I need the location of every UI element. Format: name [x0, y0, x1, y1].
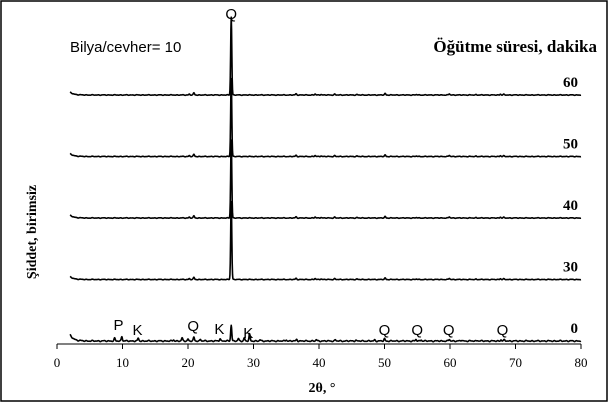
peak-label-Q-9: Q [497, 322, 509, 339]
traces-layer [69, 16, 582, 343]
peak-label-Q-8: Q [443, 322, 455, 339]
peak-label-Q-6: Q [379, 322, 391, 339]
peak-label-K-4: K [214, 321, 224, 338]
x-tick-label-60: 60 [444, 355, 457, 370]
series-line-60 [69, 16, 582, 97]
x-tick-label-10: 10 [116, 355, 129, 370]
peak-label-Q-7: Q [411, 322, 423, 339]
series-line-30 [69, 200, 582, 281]
peak-label-K-2: K [133, 322, 143, 339]
series-label-30: 30 [563, 260, 578, 276]
peak-label-Q-3: Q [187, 318, 199, 335]
x-axis-label: 2θ, ° [309, 381, 336, 396]
axes-layer: 0 10 20 30 40 50 60 70 80 [54, 343, 588, 370]
annotation-ratio: Bilya/cevher= 10 [70, 39, 181, 56]
series-label-50: 50 [563, 137, 578, 153]
x-tick-label-80: 80 [575, 355, 588, 370]
y-axis-label: Şiddet, birimsiz [25, 185, 40, 279]
legend-title: Öğütme süresi, dakika [433, 37, 597, 56]
peak-label-P-1: P [114, 317, 124, 334]
series-label-60: 60 [563, 75, 578, 91]
peak-label-K-5: K [243, 325, 253, 342]
x-tick-label-50: 50 [378, 355, 391, 370]
x-tick-label-20: 20 [182, 355, 195, 370]
series-label-40: 40 [563, 198, 578, 214]
series-line-50 [69, 77, 582, 158]
x-tick-label-0: 0 [54, 355, 61, 370]
peak-labels-layer: QP K Q K K Q Q Q Q [114, 6, 509, 342]
series-labels-layer: 0 30 40 50 60 [563, 75, 578, 337]
x-tick-label-70: 70 [509, 355, 522, 370]
peak-label-Q-0: Q [225, 6, 237, 23]
x-tick-label-40: 40 [313, 355, 326, 370]
series-line-40 [69, 139, 582, 220]
x-tick-label-30: 30 [247, 355, 260, 370]
series-label-0: 0 [571, 321, 579, 337]
series-line-0 [69, 324, 582, 343]
